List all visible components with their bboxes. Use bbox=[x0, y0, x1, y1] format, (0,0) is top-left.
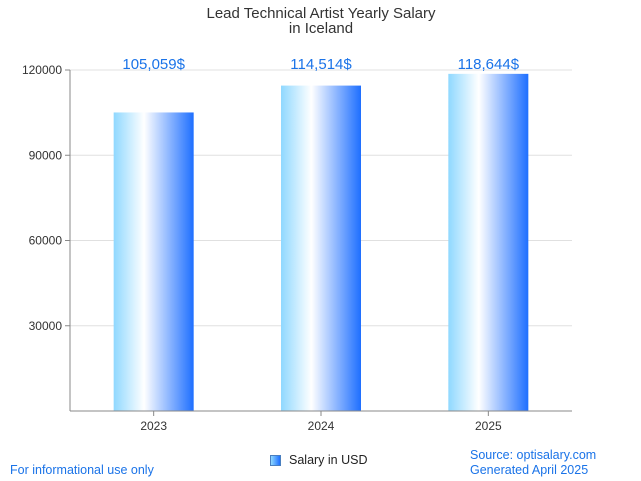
legend-label: Salary in USD bbox=[289, 453, 368, 467]
generated-note: Generated April 2025 bbox=[470, 463, 589, 477]
axes bbox=[65, 69, 572, 416]
legend-swatch bbox=[270, 454, 281, 466]
x-tick-label: 2024 bbox=[308, 419, 335, 433]
data-label: 114,514$ bbox=[290, 56, 352, 73]
y-tick-label: 90000 bbox=[29, 148, 63, 162]
bar bbox=[448, 73, 529, 411]
data-label: 118,644$ bbox=[458, 56, 520, 73]
source-note: Source: optisalary.com bbox=[470, 448, 597, 462]
bar bbox=[281, 85, 361, 411]
chart-title-line-1: Lead Technical Artist Yearly Salary bbox=[206, 5, 436, 22]
x-tick-label: 2025 bbox=[475, 419, 502, 433]
y-tick-label: 60000 bbox=[29, 234, 63, 248]
legend: Salary in USD bbox=[270, 453, 368, 467]
chart-title-line-2: in Iceland bbox=[289, 20, 353, 37]
y-tick-label: 120000 bbox=[22, 63, 62, 77]
tick-labels: 30000 60000 90000 120000 2023 105,059$ 2024 114… bbox=[22, 56, 520, 433]
informational-note: For informational use only bbox=[10, 463, 154, 477]
x-tick-label: 2023 bbox=[140, 419, 167, 433]
bar bbox=[113, 112, 194, 412]
bars bbox=[113, 73, 529, 412]
y-tick-label: 30000 bbox=[29, 319, 63, 333]
data-label: 105,059$ bbox=[122, 56, 185, 73]
